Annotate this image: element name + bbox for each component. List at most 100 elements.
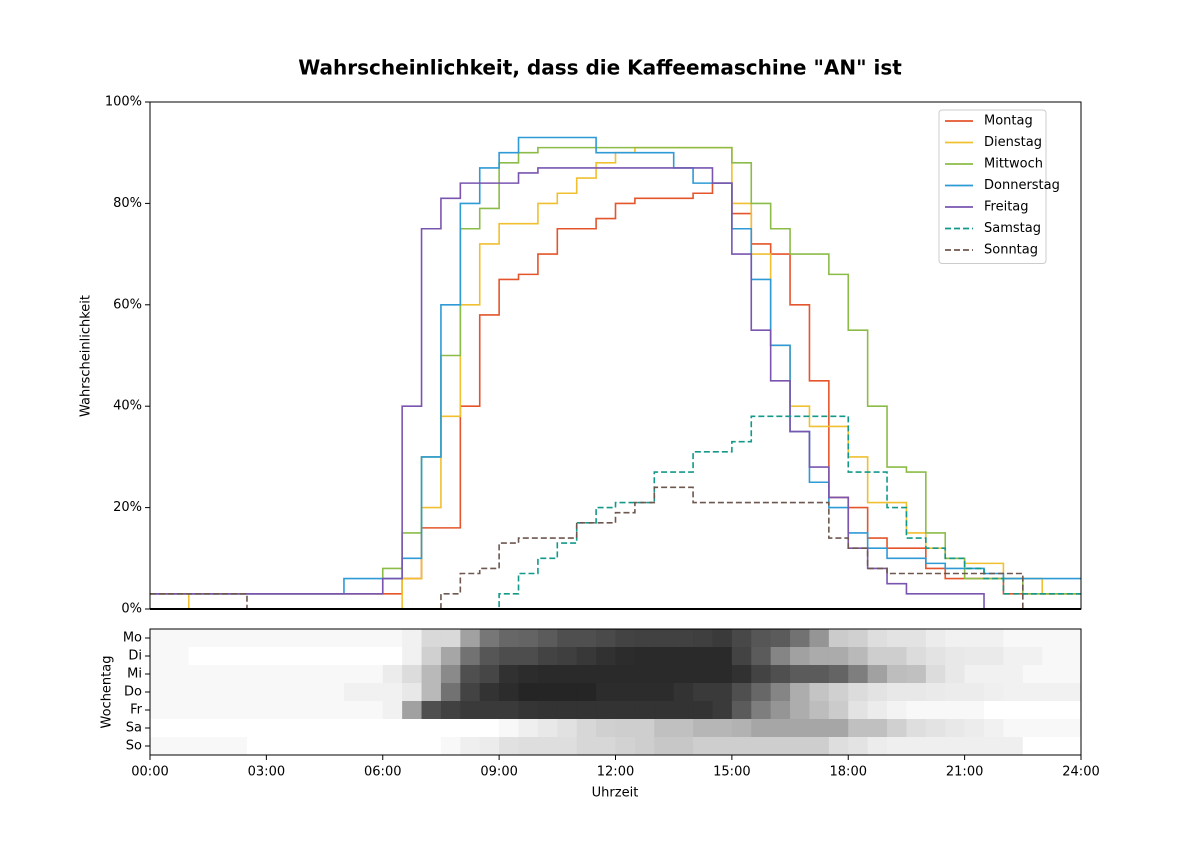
heatmap-cell bbox=[402, 665, 423, 684]
heatmap-cell bbox=[227, 683, 248, 702]
heatmap-cell bbox=[654, 647, 675, 666]
heatmap-cell bbox=[887, 737, 907, 756]
heatmap-cell bbox=[867, 683, 888, 702]
heatmap-cell bbox=[731, 629, 752, 648]
y-tick-label: Di bbox=[128, 649, 142, 664]
heatmap-cell bbox=[421, 701, 442, 720]
chart-title: Wahrscheinlichkeit, dass die Kaffeemasch… bbox=[298, 56, 902, 80]
heatmap-cell bbox=[576, 629, 597, 648]
heatmap-cell bbox=[945, 719, 966, 738]
heatmap-cell bbox=[867, 647, 888, 666]
heatmap-cell bbox=[285, 647, 306, 666]
heatmap-cell bbox=[499, 737, 520, 756]
heatmap-cell bbox=[945, 647, 966, 666]
heatmap-cell bbox=[246, 629, 267, 648]
y-tick-label: 0% bbox=[121, 602, 142, 617]
heatmap-cell bbox=[634, 665, 655, 684]
heatmap-cell bbox=[499, 629, 520, 648]
heatmap-cell bbox=[809, 683, 830, 702]
heatmap-cell bbox=[305, 719, 326, 738]
heatmap-cell bbox=[1022, 665, 1043, 684]
heatmap-cell bbox=[751, 629, 772, 648]
heatmap-cell bbox=[828, 665, 849, 684]
heatmap-cell bbox=[227, 647, 248, 666]
heatmap-cell bbox=[1061, 701, 1082, 720]
legend-label: Montag bbox=[984, 114, 1033, 129]
heatmap-cell bbox=[790, 737, 810, 756]
heatmap-cell bbox=[169, 701, 190, 720]
heatmap-cell bbox=[266, 629, 287, 648]
heatmap-cell bbox=[751, 701, 772, 720]
y-tick-label: Mi bbox=[127, 667, 142, 682]
heatmap-cell bbox=[731, 737, 752, 756]
heatmap-cell bbox=[440, 701, 461, 720]
x-axis-label: Uhrzeit bbox=[592, 786, 639, 801]
heatmap-cell bbox=[537, 737, 558, 756]
heatmap-cell bbox=[402, 647, 423, 666]
heatmap-cell bbox=[712, 629, 733, 648]
heatmap-cell bbox=[1042, 701, 1063, 720]
heatmap-cell bbox=[421, 719, 442, 738]
heatmap-cell bbox=[1042, 719, 1063, 738]
heatmap-cell bbox=[537, 683, 558, 702]
heatmap-cell bbox=[887, 665, 907, 684]
heatmap-cell bbox=[499, 683, 520, 702]
heatmap-cell bbox=[402, 701, 423, 720]
heatmap-cell bbox=[596, 665, 616, 684]
x-tick-label: 18:00 bbox=[830, 765, 867, 780]
heatmap-cell bbox=[964, 629, 985, 648]
heatmap-cell bbox=[382, 683, 403, 702]
heatmap-cell bbox=[1003, 701, 1024, 720]
heatmap-y-label: Wochentag bbox=[100, 656, 115, 729]
heatmap-cell bbox=[867, 629, 888, 648]
heatmap-cell bbox=[1042, 683, 1063, 702]
heatmap-cell bbox=[809, 701, 830, 720]
heatmap-cell bbox=[421, 737, 442, 756]
heatmap-cell bbox=[343, 629, 364, 648]
heatmap-cell bbox=[925, 647, 946, 666]
heatmap-cell bbox=[1022, 737, 1043, 756]
heatmap-cell bbox=[848, 719, 869, 738]
y-tick-label: 80% bbox=[113, 196, 142, 211]
heatmap-cell bbox=[809, 719, 830, 738]
heatmap-cell bbox=[150, 701, 170, 720]
heatmap-cell bbox=[790, 665, 810, 684]
heatmap-cell bbox=[731, 719, 752, 738]
heatmap-cell bbox=[984, 665, 1004, 684]
heatmap-cell bbox=[654, 683, 675, 702]
heatmap-cell bbox=[188, 737, 209, 756]
heatmap-cell bbox=[402, 737, 423, 756]
heatmap-cell bbox=[557, 647, 578, 666]
heatmap-cell bbox=[537, 719, 558, 738]
heatmap-cell bbox=[596, 737, 616, 756]
heatmap-cell bbox=[693, 719, 713, 738]
heatmap-cell bbox=[227, 719, 248, 738]
heatmap-cell bbox=[499, 719, 520, 738]
heatmap-cell bbox=[945, 701, 966, 720]
heatmap-cell bbox=[887, 701, 907, 720]
heatmap-cell bbox=[712, 701, 733, 720]
legend-label: Freitag bbox=[984, 200, 1029, 215]
heatmap-cell bbox=[208, 683, 229, 702]
heatmap-cell bbox=[887, 719, 907, 738]
heatmap-cell bbox=[382, 737, 403, 756]
heatmap-cell bbox=[731, 701, 752, 720]
heatmap-cell bbox=[964, 647, 985, 666]
heatmap-cell bbox=[188, 719, 209, 738]
heatmap-cell bbox=[479, 737, 500, 756]
heatmap-cell bbox=[169, 665, 190, 684]
heatmap-cell bbox=[945, 683, 966, 702]
heatmap-cell bbox=[770, 665, 791, 684]
heatmap-cell bbox=[984, 683, 1004, 702]
heatmap-cell bbox=[188, 647, 209, 666]
heatmap-cell bbox=[1003, 665, 1024, 684]
heatmap-cell bbox=[246, 665, 267, 684]
heatmap-cell bbox=[596, 629, 616, 648]
heatmap-cell bbox=[150, 647, 170, 666]
heatmap-cell bbox=[188, 629, 209, 648]
heatmap-cell bbox=[1022, 683, 1043, 702]
heatmap-cell bbox=[615, 719, 636, 738]
heatmap-cell bbox=[887, 629, 907, 648]
heatmap-cell bbox=[712, 737, 733, 756]
heatmap-cell bbox=[324, 665, 345, 684]
